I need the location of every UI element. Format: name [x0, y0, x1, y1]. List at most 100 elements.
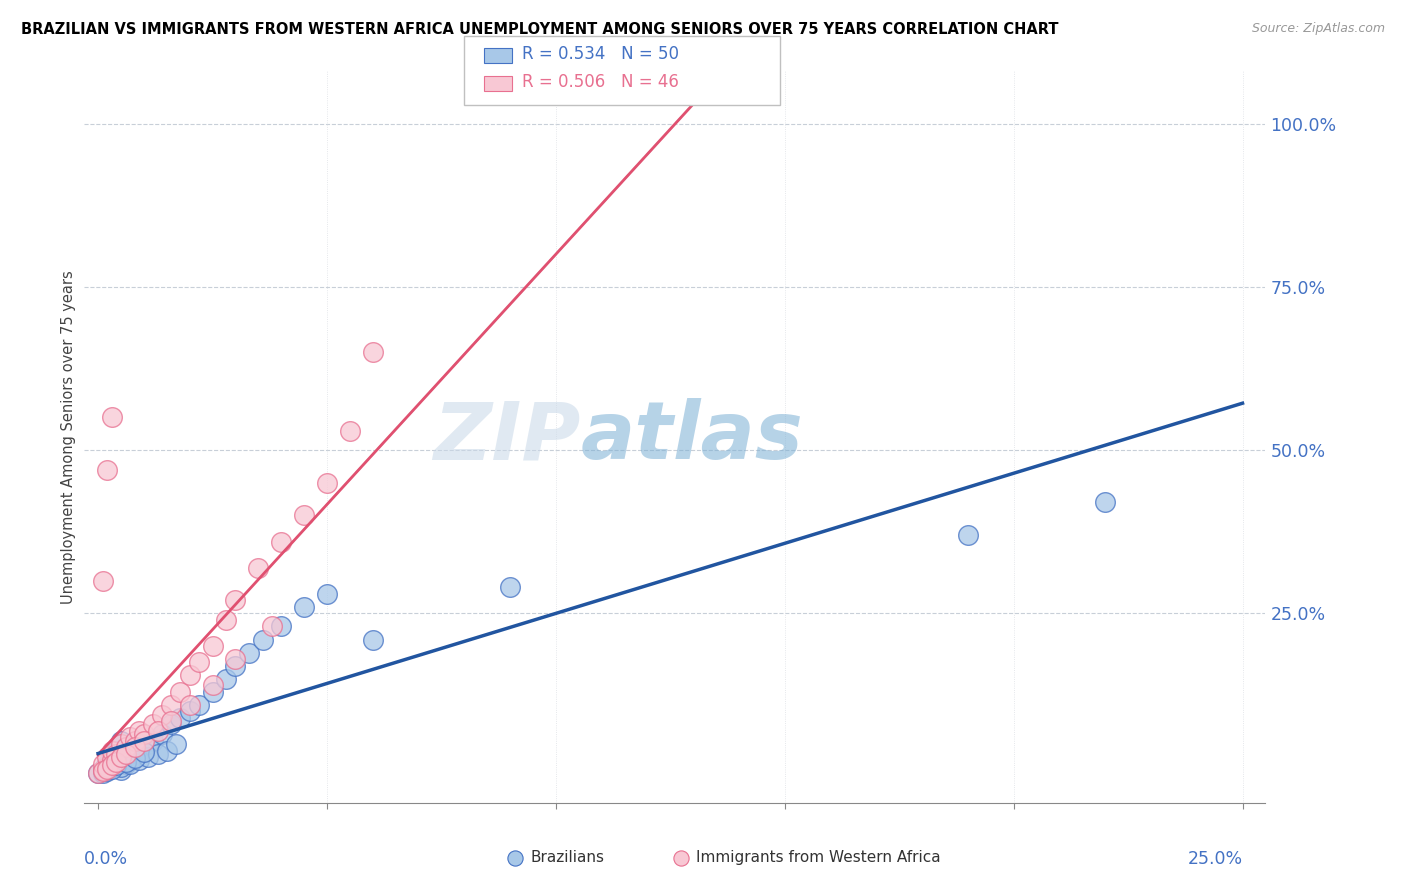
Point — [101, 753, 124, 767]
Point — [105, 758, 128, 772]
Point — [150, 727, 173, 741]
Point — [124, 740, 146, 755]
Point — [96, 756, 118, 771]
Point — [110, 760, 132, 774]
Point — [142, 733, 165, 747]
Text: Source: ZipAtlas.com: Source: ZipAtlas.com — [1251, 22, 1385, 36]
Point — [124, 750, 146, 764]
Text: 25.0%: 25.0% — [1188, 850, 1243, 868]
Point — [1094, 495, 1116, 509]
Point — [160, 698, 183, 712]
Point — [179, 705, 201, 719]
Point — [179, 698, 201, 712]
Point — [316, 475, 339, 490]
Point — [124, 751, 146, 765]
Point — [98, 753, 121, 767]
Point — [224, 593, 246, 607]
Point — [270, 534, 292, 549]
Point — [201, 639, 224, 653]
Point — [110, 737, 132, 751]
Point — [165, 737, 187, 751]
Point — [91, 764, 114, 779]
Point — [260, 619, 283, 633]
Text: ZIP: ZIP — [433, 398, 581, 476]
Point — [316, 587, 339, 601]
Point — [101, 762, 124, 776]
Point — [94, 760, 117, 774]
Point — [132, 743, 155, 757]
Point — [224, 658, 246, 673]
Point — [105, 756, 128, 770]
Point — [142, 717, 165, 731]
Text: BRAZILIAN VS IMMIGRANTS FROM WESTERN AFRICA UNEMPLOYMENT AMONG SENIORS OVER 75 Y: BRAZILIAN VS IMMIGRANTS FROM WESTERN AFR… — [21, 22, 1059, 37]
Point — [110, 750, 132, 764]
Text: Brazilians: Brazilians — [531, 850, 605, 865]
Point — [215, 613, 238, 627]
Point — [160, 714, 183, 728]
Point — [91, 763, 114, 777]
Point — [179, 668, 201, 682]
Point — [96, 763, 118, 777]
Point — [120, 731, 142, 745]
Point — [361, 632, 384, 647]
Point — [96, 463, 118, 477]
Point — [101, 747, 124, 761]
Point — [138, 737, 160, 751]
Point — [101, 743, 124, 757]
Point — [270, 619, 292, 633]
Point — [128, 747, 150, 761]
Point — [160, 717, 183, 731]
Point — [87, 766, 110, 780]
Point — [91, 756, 114, 771]
Point — [499, 580, 522, 594]
Text: Immigrants from Western Africa: Immigrants from Western Africa — [696, 850, 941, 865]
Point — [238, 646, 260, 660]
Point — [114, 756, 136, 770]
Point — [146, 723, 169, 738]
Point — [187, 656, 209, 670]
Point — [110, 763, 132, 777]
Point — [224, 652, 246, 666]
Y-axis label: Unemployment Among Seniors over 75 years: Unemployment Among Seniors over 75 years — [60, 270, 76, 604]
Point — [252, 632, 274, 647]
Point — [132, 733, 155, 747]
Point — [105, 743, 128, 757]
Point — [150, 707, 173, 722]
Point — [91, 574, 114, 588]
Point — [96, 750, 118, 764]
Point — [96, 762, 118, 776]
Point — [91, 766, 114, 780]
Point — [87, 766, 110, 780]
Point — [128, 753, 150, 767]
Point — [91, 763, 114, 777]
Point — [101, 760, 124, 774]
Point — [114, 747, 136, 761]
Point — [201, 678, 224, 692]
Point — [247, 560, 270, 574]
Point — [110, 733, 132, 747]
Point — [132, 727, 155, 741]
Point — [156, 743, 179, 757]
Text: R = 0.534   N = 50: R = 0.534 N = 50 — [522, 45, 679, 63]
Text: R = 0.506   N = 46: R = 0.506 N = 46 — [522, 73, 679, 91]
Point — [169, 685, 191, 699]
Point — [956, 528, 979, 542]
Point — [101, 758, 124, 772]
Point — [101, 410, 124, 425]
Point — [132, 745, 155, 759]
Point — [120, 753, 142, 767]
Point — [361, 345, 384, 359]
Point — [101, 750, 124, 764]
Point — [138, 750, 160, 764]
Point — [96, 760, 118, 774]
Point — [128, 723, 150, 738]
Point — [339, 424, 361, 438]
Point — [187, 698, 209, 712]
Text: 0.0%: 0.0% — [84, 850, 128, 868]
Text: atlas: atlas — [581, 398, 803, 476]
Point — [292, 599, 315, 614]
Point — [124, 733, 146, 747]
Point — [120, 756, 142, 771]
Point — [169, 711, 191, 725]
Point — [146, 747, 169, 761]
